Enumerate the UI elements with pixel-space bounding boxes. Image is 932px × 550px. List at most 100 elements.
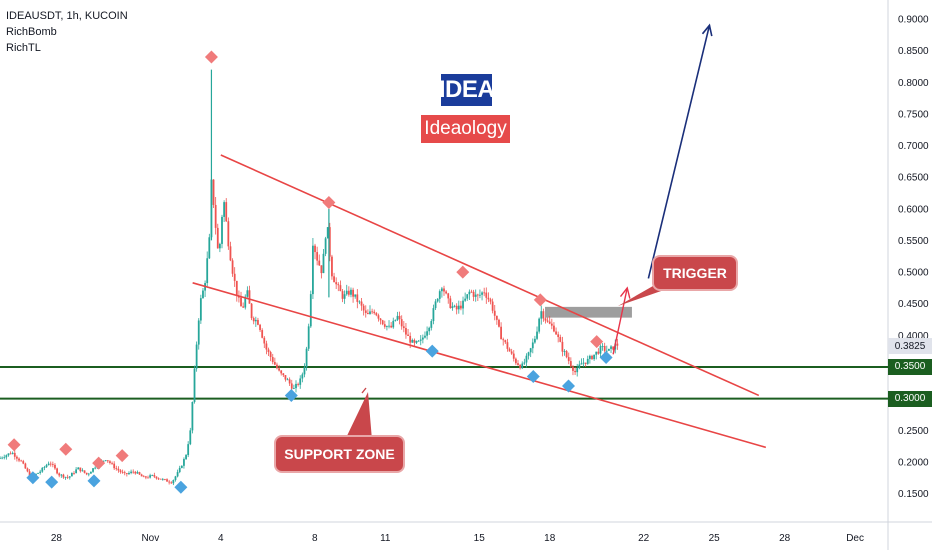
bottom-signal-diamond — [562, 379, 576, 393]
candle-body — [305, 348, 308, 368]
candle-body — [223, 202, 226, 217]
candle-body — [312, 245, 314, 295]
candle-body — [603, 345, 606, 351]
candle-body — [512, 353, 515, 359]
candle-body — [601, 345, 604, 347]
candle-body — [261, 330, 264, 338]
top-signal-diamond — [456, 265, 470, 279]
time-tick-label: 28 — [51, 533, 63, 544]
candle-body — [60, 474, 63, 476]
bottom-signal-diamond — [425, 344, 439, 358]
candle-body — [508, 348, 511, 352]
symbol-label[interactable]: IDEAUSDT, 1h, KUCOIN — [6, 10, 128, 22]
candle-body — [392, 320, 395, 328]
candle-body — [386, 325, 388, 327]
candle-body — [400, 319, 403, 327]
candle-body — [407, 334, 409, 336]
indicator-richtl-label[interactable]: RichTL — [6, 42, 41, 54]
candle-body — [106, 460, 109, 462]
candle-body — [58, 473, 61, 476]
candle-body — [434, 301, 437, 309]
candle-body — [269, 352, 272, 358]
candle-body — [172, 480, 175, 484]
candle-body — [464, 298, 467, 301]
candle-body — [405, 328, 407, 335]
candle-body — [316, 252, 319, 261]
candle-body — [440, 288, 443, 292]
candle-body — [476, 294, 479, 296]
trigger-arrow-shaft — [612, 287, 628, 355]
candle-body — [366, 312, 369, 315]
candle-body — [514, 358, 517, 364]
candle-body — [70, 473, 73, 477]
candle-body — [166, 479, 168, 482]
candle-body — [595, 351, 598, 355]
candle-body — [113, 463, 116, 469]
trigger-callout: TRIGGER — [654, 257, 736, 289]
price-tick-label: 0.5000 — [898, 268, 929, 279]
candle-body — [229, 246, 232, 261]
candle-body — [580, 363, 583, 365]
candle-body — [297, 383, 300, 385]
trigger-callout-pointer — [618, 282, 664, 306]
candle-body — [81, 470, 84, 472]
trendline-lower — [192, 282, 767, 449]
candle-body — [538, 318, 541, 332]
time-tick-label: 18 — [544, 533, 556, 544]
candle-body — [307, 326, 310, 349]
candle-body — [569, 361, 572, 367]
candle-body — [73, 473, 75, 474]
candle-body — [292, 388, 295, 389]
candle-body — [242, 306, 245, 308]
candle-body — [453, 305, 456, 307]
candle-body — [390, 325, 393, 328]
candle-body — [430, 321, 433, 328]
candle-body — [85, 472, 88, 475]
candle-body — [170, 482, 173, 484]
candle-body — [445, 291, 448, 294]
level-0-35-tag: 0.3500 — [888, 358, 932, 375]
candle-body — [183, 459, 185, 466]
candle-body — [610, 346, 612, 349]
indicator-richbomb-label[interactable]: RichBomb — [6, 26, 57, 38]
candle-body — [295, 383, 297, 389]
candle-body — [0, 457, 1, 459]
candle-body — [578, 364, 581, 369]
candle-body — [588, 355, 591, 359]
candle-body — [233, 273, 236, 281]
candle-body — [227, 221, 230, 247]
candle-body — [13, 452, 16, 457]
price-tick-label: 0.6500 — [898, 173, 929, 184]
candle-body — [214, 204, 217, 228]
time-tick-label: 28 — [779, 533, 791, 544]
candle-body — [510, 351, 513, 354]
candle-body — [466, 294, 469, 299]
candle-body — [377, 315, 380, 319]
candle-body — [320, 265, 323, 274]
candle-body — [212, 179, 215, 205]
candle-body — [555, 331, 557, 335]
candle-body — [506, 342, 509, 349]
candle-body — [369, 311, 371, 315]
candle-body — [426, 331, 428, 336]
candle-body — [593, 354, 596, 360]
candle-body — [550, 323, 553, 326]
candle-body — [39, 471, 42, 473]
candle-body — [83, 470, 86, 473]
time-tick-label: Nov — [141, 533, 159, 544]
top-signal-diamond — [7, 438, 21, 452]
candle-body — [125, 473, 128, 475]
candle-body — [324, 238, 327, 254]
candle-body — [271, 357, 274, 363]
candle-body — [115, 468, 118, 469]
candle-body — [3, 457, 6, 459]
candle-body — [104, 460, 107, 462]
candle-body — [449, 298, 452, 309]
candle-body — [483, 292, 486, 294]
candle-body — [542, 311, 545, 319]
candle-body — [584, 362, 587, 364]
candle-body — [130, 471, 132, 473]
price-tick-label: 0.9000 — [898, 14, 929, 25]
trigger-arrow-head — [619, 286, 631, 299]
